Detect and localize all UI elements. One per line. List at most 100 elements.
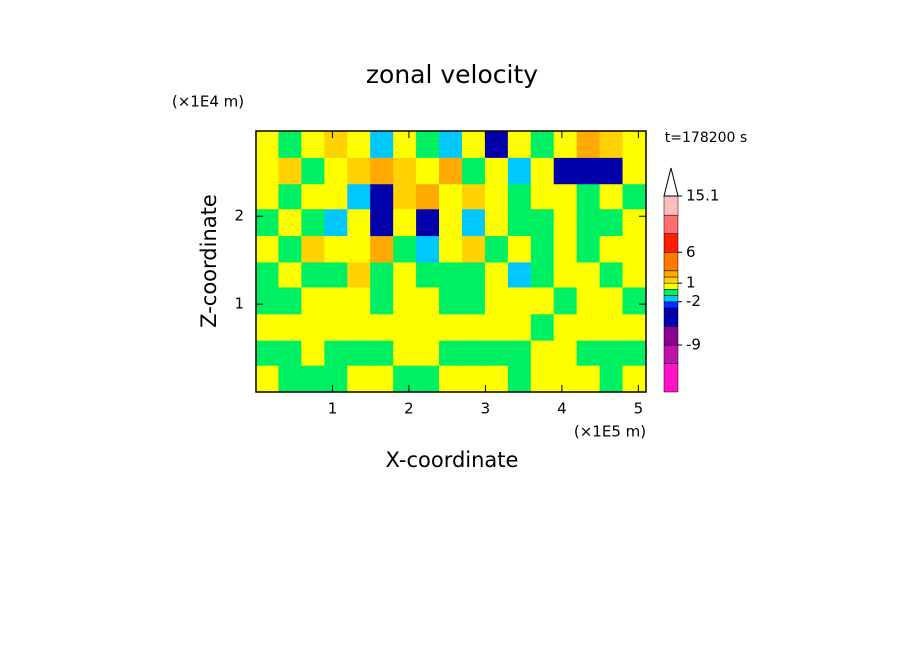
field-cell — [461, 339, 486, 366]
field-cell — [461, 131, 486, 158]
field-cell — [256, 286, 280, 315]
field-cell — [576, 182, 601, 210]
field-cell — [256, 131, 280, 158]
field-cell — [622, 235, 646, 263]
field-cell — [484, 261, 509, 288]
field-cell — [370, 339, 395, 366]
field-cell — [256, 313, 280, 341]
field-cell — [324, 313, 349, 341]
field-cell — [507, 131, 532, 158]
field-cell — [439, 156, 463, 185]
field-cell — [256, 156, 280, 185]
x-tick-label: 4 — [557, 400, 567, 418]
field-cell — [278, 286, 303, 315]
field-cell — [553, 313, 578, 341]
field-cell — [553, 182, 578, 210]
field-cell — [393, 365, 418, 392]
field-cell — [370, 182, 395, 210]
field-cell — [256, 365, 280, 392]
field-cell — [370, 286, 395, 315]
field-cell — [507, 156, 532, 185]
field-cell — [553, 365, 578, 392]
chart-title: zonal velocity — [366, 60, 538, 89]
field-cell — [553, 235, 578, 263]
field-cell — [393, 339, 418, 366]
field-cell — [347, 313, 372, 341]
field-cell — [416, 313, 441, 341]
field-cell — [599, 261, 624, 288]
field-cell — [301, 365, 326, 392]
field-cell — [530, 208, 555, 237]
x-tick-label: 5 — [634, 400, 644, 418]
field-cell — [622, 182, 646, 210]
field-cell — [599, 235, 624, 263]
field-cell — [576, 313, 601, 341]
field-cell — [439, 339, 463, 366]
field-cell — [553, 131, 578, 158]
field-cell — [324, 208, 349, 237]
field-cell — [484, 235, 509, 263]
field-cell — [530, 313, 555, 341]
field-cell — [484, 156, 509, 185]
field-cell — [507, 313, 532, 341]
field-cell — [324, 286, 349, 315]
field-cell — [416, 208, 441, 237]
field-cell — [347, 235, 372, 263]
field-cell — [576, 261, 601, 288]
field-cell — [530, 235, 555, 263]
field-cell — [622, 261, 646, 288]
field-cell — [461, 156, 486, 185]
field-cell — [256, 208, 280, 237]
colorbar-tick-label: 1 — [686, 274, 696, 292]
field-cell — [507, 339, 532, 366]
colorbar-segment — [663, 295, 679, 302]
field-cell — [256, 339, 280, 366]
field-cell — [301, 339, 326, 366]
colorbar-tick-label: -2 — [686, 292, 701, 310]
colorbar-segment — [663, 363, 679, 393]
field-cell — [347, 182, 372, 210]
field-cell — [553, 208, 578, 237]
field-cell — [576, 286, 601, 315]
field-cell — [347, 339, 372, 366]
colorbar-tick-label: 15.1 — [686, 187, 719, 205]
field-cell — [416, 182, 441, 210]
x-tick-label: 1 — [328, 400, 338, 418]
field-cell — [599, 286, 624, 315]
y-tick-label: 2 — [234, 207, 244, 225]
field-cell — [439, 365, 463, 392]
field-cell — [278, 208, 303, 237]
field-cell — [370, 261, 395, 288]
field-cell — [622, 365, 646, 392]
x-tick-label: 3 — [481, 400, 491, 418]
colorbar-segment — [663, 270, 679, 278]
field-cell — [576, 208, 601, 237]
colorbar-segment — [663, 282, 679, 290]
field-cell — [553, 286, 578, 315]
colorbar-tick-label: 6 — [686, 243, 696, 261]
colorbar-segment — [663, 307, 679, 327]
colorbar-segment — [663, 289, 679, 296]
colorbar-segment — [663, 233, 679, 253]
field-cell — [347, 261, 372, 288]
time-label: t=178200 s — [665, 130, 747, 146]
colorbar-segment — [663, 326, 679, 346]
field-cell — [256, 235, 280, 263]
field-cell — [622, 286, 646, 315]
field-cell — [416, 339, 441, 366]
field-cell — [278, 131, 303, 158]
field-cell — [278, 365, 303, 392]
field-cell — [530, 182, 555, 210]
field-cell — [301, 208, 326, 237]
field-cell — [461, 365, 486, 392]
field-cell — [301, 235, 326, 263]
field-cell — [301, 156, 326, 185]
z-unit-label: (×1E4 m) — [172, 93, 244, 111]
field-cell — [393, 131, 418, 158]
field-cell — [256, 182, 280, 210]
field-cell — [393, 313, 418, 341]
field-cell — [530, 365, 555, 392]
field-cell — [484, 131, 509, 158]
field-cell — [530, 261, 555, 288]
